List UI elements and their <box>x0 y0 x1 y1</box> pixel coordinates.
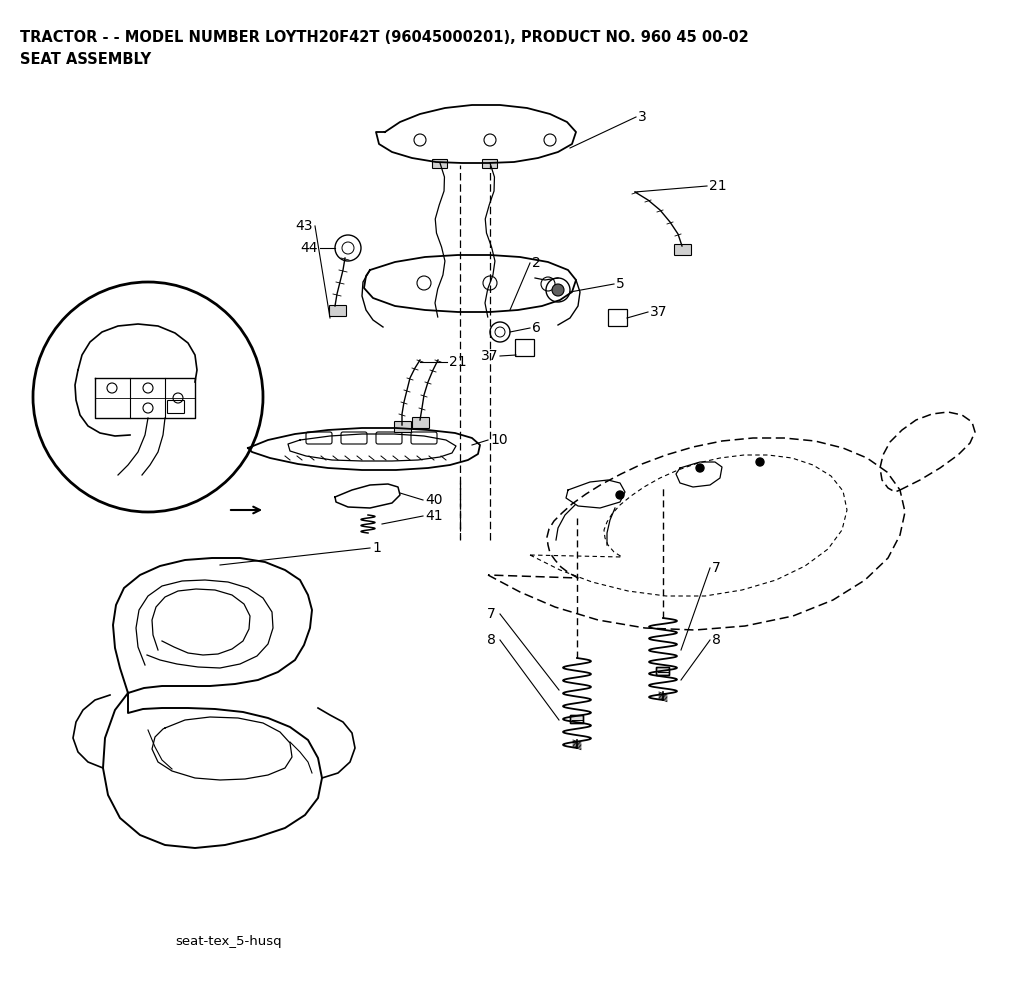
Circle shape <box>696 464 705 472</box>
FancyBboxPatch shape <box>656 668 670 675</box>
Text: 2: 2 <box>532 256 541 270</box>
Circle shape <box>616 491 624 499</box>
Text: 21: 21 <box>449 355 467 369</box>
FancyBboxPatch shape <box>432 160 447 169</box>
Text: 21: 21 <box>709 179 727 193</box>
Text: 40: 40 <box>425 493 442 507</box>
FancyBboxPatch shape <box>675 245 691 255</box>
Circle shape <box>756 458 764 466</box>
Text: TRACTOR - - MODEL NUMBER LOYTH20F42T (96045000201), PRODUCT NO. 960 45 00-02: TRACTOR - - MODEL NUMBER LOYTH20F42T (96… <box>20 30 749 45</box>
Text: 8: 8 <box>487 633 496 647</box>
Text: seat-tex_5-husq: seat-tex_5-husq <box>175 935 282 948</box>
Text: 37: 37 <box>480 349 498 363</box>
Text: 6: 6 <box>532 321 541 335</box>
Text: 7: 7 <box>712 561 721 575</box>
Text: 1: 1 <box>372 541 381 555</box>
Text: 7: 7 <box>487 607 496 621</box>
Text: 41: 41 <box>425 509 442 523</box>
Text: 43: 43 <box>296 219 313 233</box>
FancyBboxPatch shape <box>482 160 498 169</box>
Text: 44: 44 <box>300 241 318 255</box>
Text: 5: 5 <box>616 277 625 291</box>
Text: 37: 37 <box>650 305 668 319</box>
FancyBboxPatch shape <box>330 306 346 317</box>
Text: 10: 10 <box>490 433 508 447</box>
FancyBboxPatch shape <box>413 417 429 429</box>
FancyBboxPatch shape <box>570 716 584 724</box>
Text: SEAT ASSEMBLY: SEAT ASSEMBLY <box>20 52 152 67</box>
Text: 3: 3 <box>638 110 647 124</box>
Text: 8: 8 <box>712 633 721 647</box>
Circle shape <box>552 284 564 296</box>
FancyBboxPatch shape <box>394 421 412 433</box>
